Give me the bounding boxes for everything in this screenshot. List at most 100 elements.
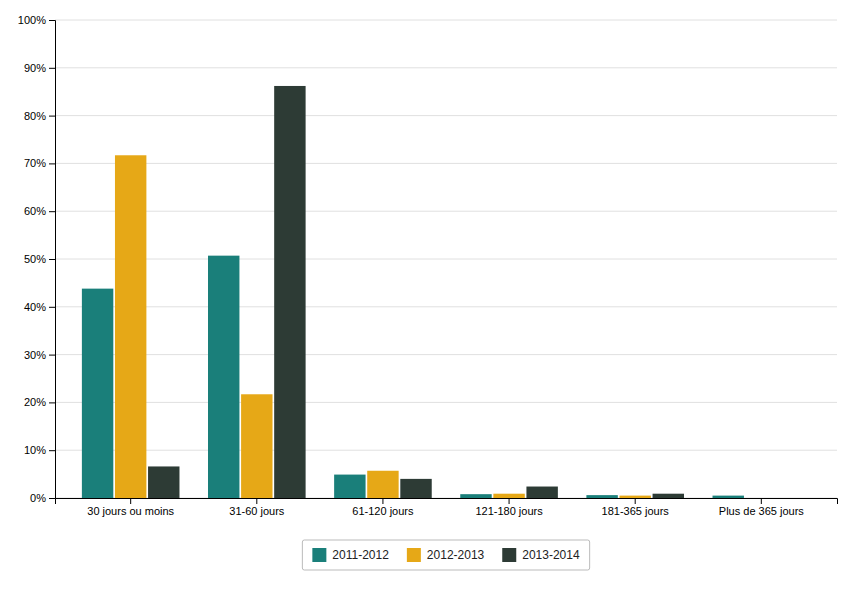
grid-line <box>55 163 837 164</box>
y-tick: 20% <box>24 396 55 408</box>
y-tick-mark <box>49 68 55 69</box>
y-tick-mark <box>49 450 55 451</box>
bar <box>367 471 398 498</box>
y-tick: 10% <box>24 444 55 456</box>
x-tick: Plus de 365 jours <box>719 498 804 517</box>
bar-series <box>82 256 744 498</box>
x-tick-mark <box>256 498 257 504</box>
legend-swatch <box>502 548 516 562</box>
x-tick-label: 61-120 jours <box>352 505 414 517</box>
y-tick-label: 40% <box>24 301 46 313</box>
x-tick-mark <box>130 498 131 504</box>
x-tick-label: 181-365 jours <box>602 505 670 517</box>
y-tick-label: 10% <box>24 444 46 456</box>
x-tick-mark <box>382 498 383 504</box>
y-tick: 70% <box>24 157 55 169</box>
y-tick-label: 60% <box>24 205 46 217</box>
x-tick-label: Plus de 365 jours <box>719 505 804 517</box>
y-tick-mark <box>49 307 55 308</box>
legend-label: 2012-2013 <box>427 548 485 562</box>
y-tick: 40% <box>24 301 55 313</box>
y-axis: 0% 10% 20% 30% 40% 50% 60% 70% 80% 90% 100% <box>18 14 56 504</box>
bar <box>115 155 146 498</box>
x-axis: 30 jours ou moins 31-60 jours 61-120 jours… <box>56 498 838 517</box>
grid-line <box>55 20 837 21</box>
y-tick: 60% <box>24 205 55 217</box>
grid-line <box>55 354 837 355</box>
y-tick-mark <box>49 355 55 356</box>
grid-line <box>55 67 837 68</box>
bar <box>746 498 777 499</box>
chart: 0% 10% 20% 30% 40% 50% 60% 70% 80% 90% 100% 30 jour… <box>0 0 857 598</box>
y-tick-label: 100% <box>18 14 46 26</box>
x-tick-label: 31-60 jours <box>229 505 285 517</box>
bar-series <box>115 155 651 498</box>
legend-item: 2013-2014 <box>502 548 580 562</box>
x-tick-label: 121-180 jours <box>475 505 543 517</box>
y-tick-mark <box>49 402 55 403</box>
y-tick-mark <box>49 259 55 260</box>
bar <box>460 494 491 498</box>
legend-label: 2011-2012 <box>332 548 389 562</box>
legend-swatch <box>407 548 421 562</box>
grid-line <box>55 115 837 116</box>
x-tick: 181-365 jours <box>602 498 670 517</box>
x-tick: 30 jours ou moins <box>87 498 174 517</box>
bar <box>208 256 239 498</box>
bar <box>241 394 272 498</box>
y-tick-mark <box>49 163 55 164</box>
legend-item: 2011-2012 <box>312 548 389 562</box>
y-tick-label: 90% <box>24 62 46 74</box>
y-tick: 100% <box>18 14 55 26</box>
bar <box>779 498 810 499</box>
legend: 2011-2012 2012-2013 2013-2014 <box>302 540 589 570</box>
bar-series <box>148 86 684 498</box>
grid-line <box>55 211 837 212</box>
grid <box>55 20 837 498</box>
y-tick-mark <box>49 20 55 21</box>
x-axis-line <box>56 499 838 505</box>
y-tick: 30% <box>24 349 55 361</box>
y-tick-label: 70% <box>24 157 46 169</box>
grid-line <box>55 259 837 260</box>
bars <box>82 86 744 498</box>
x-tick-mark <box>635 498 636 504</box>
y-tick: 0% <box>30 492 55 504</box>
grid-line <box>55 402 837 403</box>
bar <box>493 494 524 498</box>
bar <box>82 289 113 498</box>
legend-swatch <box>312 548 326 562</box>
plot: 0% 10% 20% 30% 40% 50% 60% 70% 80% 90% 100% 30 jour… <box>18 14 838 517</box>
y-tick-label: 0% <box>30 492 46 504</box>
y-axis-line <box>49 21 56 499</box>
y-tick-label: 30% <box>24 349 46 361</box>
bar <box>526 487 557 498</box>
x-tick-label: 30 jours ou moins <box>87 505 174 517</box>
y-tick-mark <box>49 211 55 212</box>
y-tick-mark <box>49 116 55 117</box>
grid-line <box>55 450 837 451</box>
y-tick-label: 20% <box>24 396 46 408</box>
bar <box>653 494 684 498</box>
bar <box>619 496 650 498</box>
legend-frame <box>302 540 589 570</box>
legend-label: 2013-2014 <box>522 548 580 562</box>
bar <box>400 479 431 498</box>
y-tick-mark <box>49 498 55 499</box>
y-tick: 80% <box>24 110 55 122</box>
x-tick: 31-60 jours <box>229 498 285 517</box>
bar <box>274 86 305 498</box>
bar <box>334 475 365 498</box>
x-tick: 121-180 jours <box>475 498 543 517</box>
x-tick: 61-120 jours <box>352 498 414 517</box>
y-tick-label: 50% <box>24 253 46 265</box>
legend-item: 2012-2013 <box>407 548 485 562</box>
x-tick-mark <box>509 498 510 504</box>
x-tick-mark <box>761 498 762 504</box>
bar <box>713 496 744 498</box>
y-tick: 50% <box>24 253 55 265</box>
grid-line <box>55 306 837 307</box>
bar <box>148 466 179 498</box>
y-tick: 90% <box>24 62 55 74</box>
y-tick-label: 80% <box>24 110 46 122</box>
